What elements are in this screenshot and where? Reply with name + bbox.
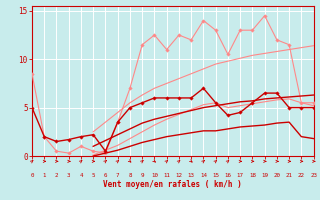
X-axis label: Vent moyen/en rafales ( km/h ): Vent moyen/en rafales ( km/h ) [103,180,242,189]
